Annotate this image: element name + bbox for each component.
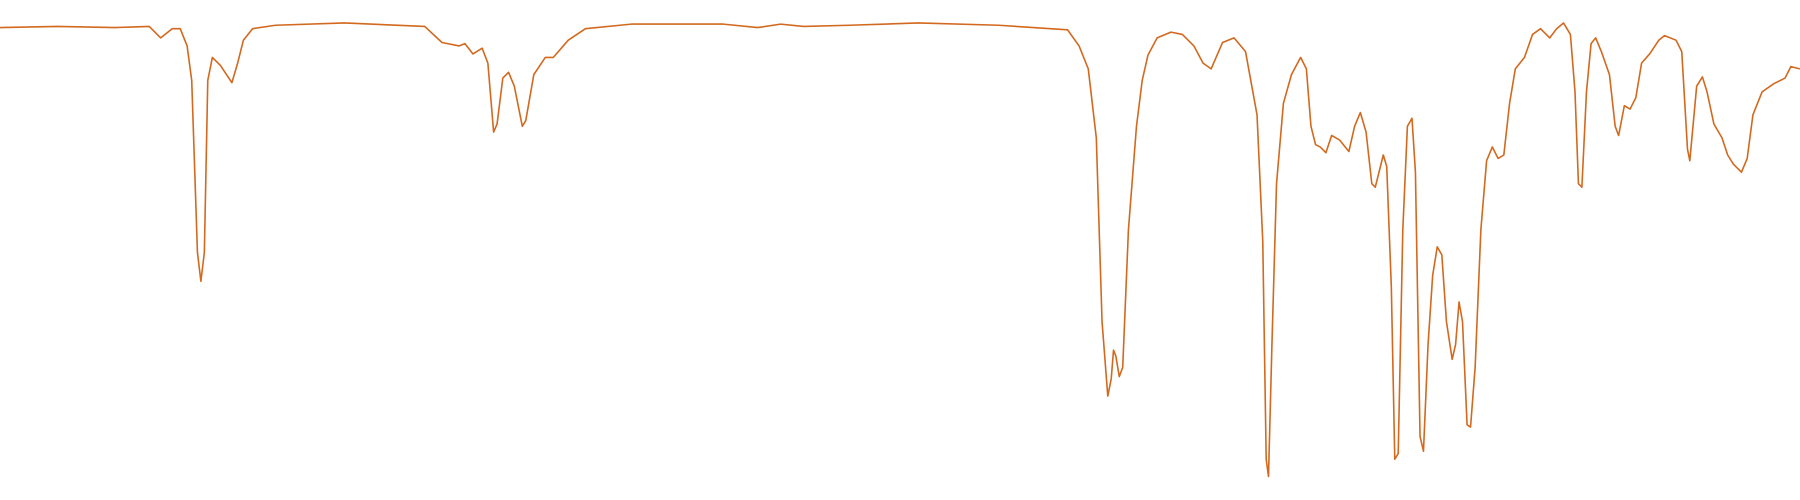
spectrum-line	[0, 22, 1800, 478]
